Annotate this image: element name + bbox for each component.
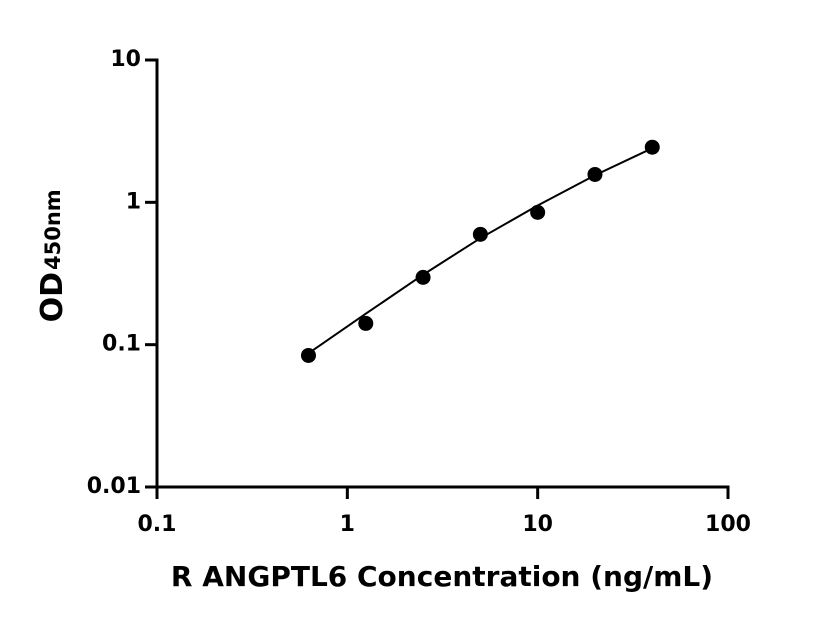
x-tick-label: 0.1 bbox=[138, 512, 177, 537]
y-axis-label: OD bbox=[35, 272, 70, 322]
x-tick-label: 1 bbox=[340, 512, 355, 537]
y-axis-label-group: OD 450nm bbox=[35, 189, 70, 322]
x-axis-label: R ANGPTL6 Concentration (ng/mL) bbox=[171, 560, 713, 593]
y-tick-label: 0.01 bbox=[87, 474, 141, 499]
y-axis-label-sub: 450nm bbox=[41, 189, 65, 270]
data-point bbox=[530, 204, 546, 220]
y-tick-label: 10 bbox=[110, 47, 141, 72]
y-tick-label: 0.1 bbox=[102, 332, 141, 357]
data-point bbox=[472, 226, 488, 242]
y-tick-label: 1 bbox=[126, 189, 141, 214]
x-tick-label: 100 bbox=[705, 512, 751, 537]
data-point bbox=[587, 166, 603, 182]
data-point bbox=[358, 315, 374, 331]
x-tick-label: 10 bbox=[522, 512, 553, 537]
data-point bbox=[300, 347, 316, 363]
data-point bbox=[415, 269, 431, 285]
data-point bbox=[644, 139, 660, 155]
